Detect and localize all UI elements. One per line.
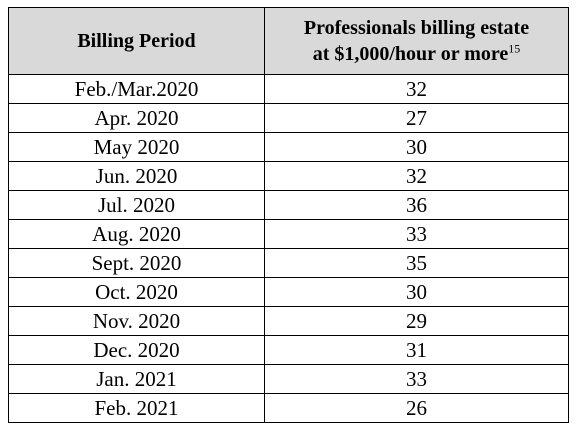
count-cell: 26	[264, 393, 569, 423]
period-cell: Aug. 2020	[8, 219, 265, 249]
table-row: Feb. 2021 26	[8, 393, 569, 423]
header-count-line-2-wrap: at $1,000/hour or more15	[265, 41, 568, 67]
count-cell: 29	[264, 306, 569, 336]
table-row: Oct. 2020 30	[8, 277, 569, 307]
count-cell: 32	[264, 74, 569, 104]
period-cell: Feb./Mar.2020	[8, 74, 265, 104]
count-cell: 33	[264, 219, 569, 249]
footnote-marker: 15	[508, 41, 521, 56]
header-count-line-2: at $1,000/hour or more	[312, 43, 509, 65]
count-cell: 31	[264, 335, 569, 365]
header-billing-period: Billing Period	[8, 7, 265, 75]
count-cell: 32	[264, 161, 569, 191]
period-cell: Jan. 2021	[8, 364, 265, 394]
period-cell: Feb. 2021	[8, 393, 265, 423]
table-row: Jul. 2020 36	[8, 190, 569, 220]
table-row: Sept. 2020 35	[8, 248, 569, 278]
count-cell: 35	[264, 248, 569, 278]
period-cell: May 2020	[8, 132, 265, 162]
table-row: Apr. 2020 27	[8, 103, 569, 133]
period-cell: Dec. 2020	[8, 335, 265, 365]
period-cell: Nov. 2020	[8, 306, 265, 336]
count-cell: 27	[264, 103, 569, 133]
period-cell: Oct. 2020	[8, 277, 265, 307]
table-row: Jun. 2020 32	[8, 161, 569, 191]
table-row: Nov. 2020 29	[8, 306, 569, 336]
header-count-line-1: Professionals billing estate	[303, 17, 530, 39]
billing-table-container: Billing Period Professionals billing est…	[8, 7, 569, 423]
count-cell: 30	[264, 277, 569, 307]
table-row: May 2020 30	[8, 132, 569, 162]
header-row: Billing Period Professionals billing est…	[8, 7, 569, 75]
table-row: Aug. 2020 33	[8, 219, 569, 249]
count-cell: 33	[264, 364, 569, 394]
period-cell: Jul. 2020	[8, 190, 265, 220]
count-cell: 36	[264, 190, 569, 220]
header-professionals-count: Professionals billing estate at $1,000/h…	[264, 7, 569, 75]
table-row: Jan. 2021 33	[8, 364, 569, 394]
table-row: Dec. 2020 31	[8, 335, 569, 365]
table-row: Feb./Mar.2020 32	[8, 74, 569, 104]
count-cell: 30	[264, 132, 569, 162]
period-cell: Apr. 2020	[8, 103, 265, 133]
period-cell: Jun. 2020	[8, 161, 265, 191]
period-cell: Sept. 2020	[8, 248, 265, 278]
billing-table: Billing Period Professionals billing est…	[8, 7, 569, 423]
